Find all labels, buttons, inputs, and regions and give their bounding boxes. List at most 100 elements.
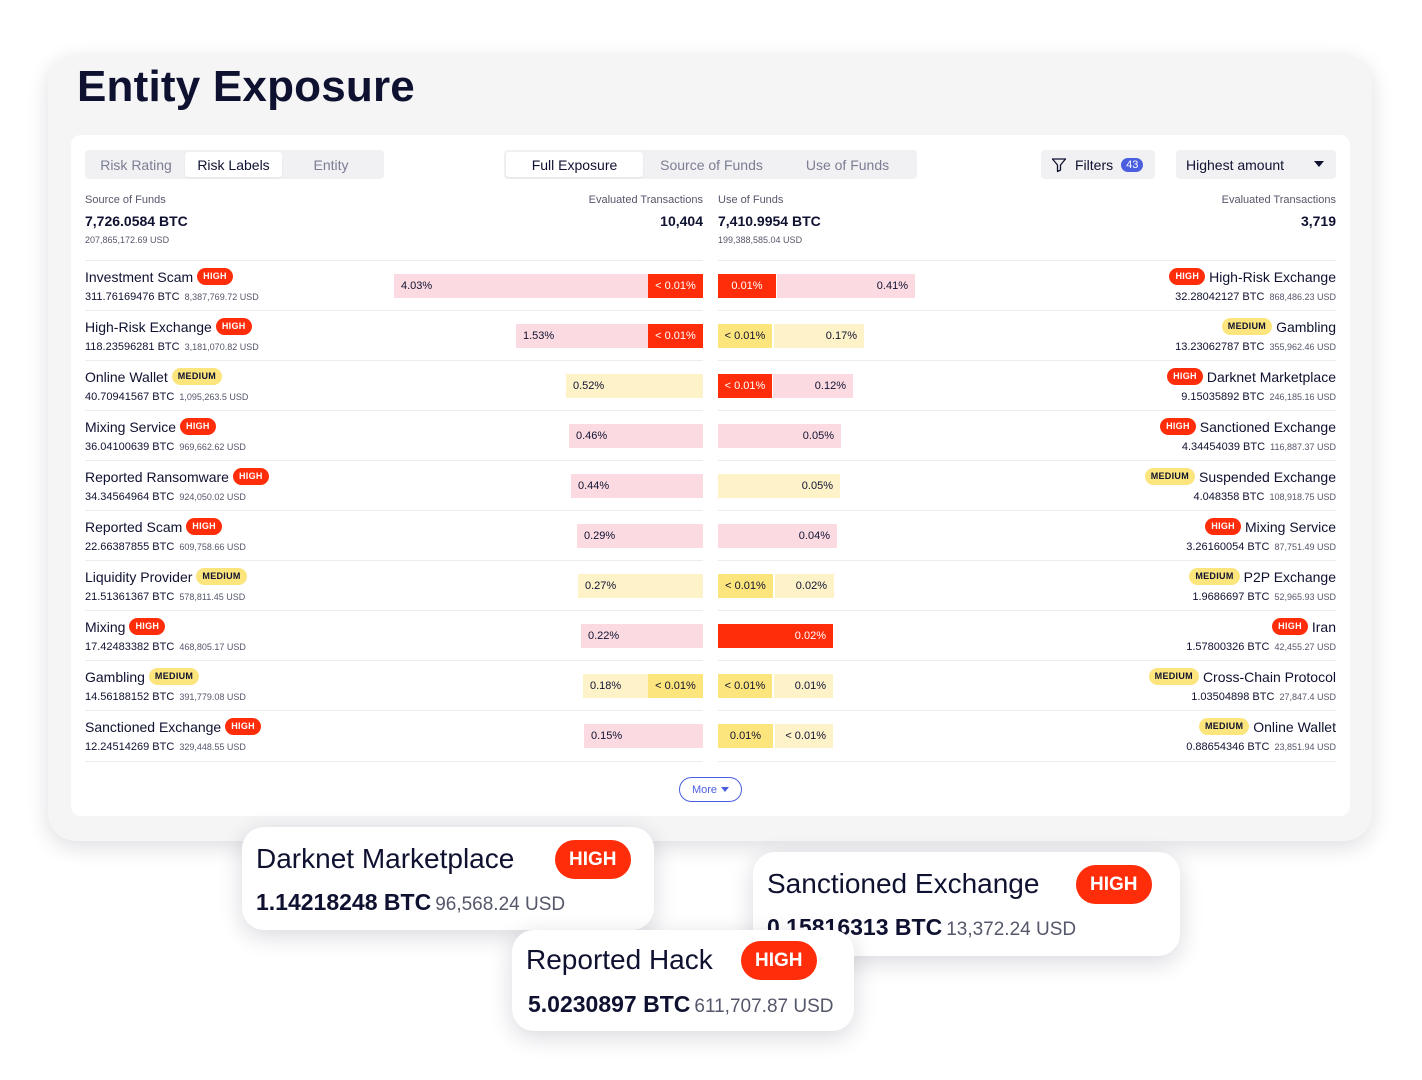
source-entity-label[interactable]: Reported Ransomware HIGH xyxy=(85,468,269,485)
use-entity-label[interactable]: HIGH High-Risk Exchange xyxy=(1169,268,1336,285)
usd-amount: 42,455.27 USD xyxy=(1274,642,1336,652)
row-divider xyxy=(85,510,703,511)
use-entity-amount: 13.23062787 BTC 355,962.46 USD xyxy=(1175,341,1336,353)
row-divider xyxy=(718,710,1336,711)
btc-amount: 14.56188152 BTC xyxy=(85,691,175,703)
risk-badge: MEDIUM xyxy=(1221,318,1273,335)
source-entity-amount: 36.04100639 BTC 969,662.62 USD xyxy=(85,441,246,453)
exposure-bar: 0.46% xyxy=(569,424,703,448)
exposure-direction-tabs: Full Exposure Source of Funds Use of Fun… xyxy=(504,150,917,179)
tab-risk-rating[interactable]: Risk Rating xyxy=(100,156,172,173)
tab-risk-labels[interactable]: Risk Labels xyxy=(185,152,282,177)
entity-name: Mixing Service xyxy=(1244,518,1336,535)
source-eval-count: 10,404 xyxy=(660,213,703,229)
popout-name: Darknet Marketplace xyxy=(256,843,515,874)
usd-amount: 108,918.75 USD xyxy=(1269,492,1336,502)
exposure-bar: 0.17% xyxy=(774,324,864,348)
use-entity-label[interactable]: MEDIUM Gambling xyxy=(1221,318,1336,335)
exposure-bar: 0.22% xyxy=(581,624,703,648)
source-entity-label[interactable]: Reported Scam HIGH xyxy=(85,518,222,535)
popout-usd: 13,372.24 USD xyxy=(946,919,1077,940)
row-divider xyxy=(85,560,703,561)
tab-entity[interactable]: Entity xyxy=(313,156,349,173)
tab-use-of-funds[interactable]: Use of Funds xyxy=(805,156,890,173)
exposure-bar: 0.52% xyxy=(566,374,703,398)
entity-name: Investment Scam xyxy=(85,268,194,285)
row-divider xyxy=(718,410,1336,411)
btc-amount: 40.70941567 BTC xyxy=(85,391,175,403)
btc-amount: 4.048358 BTC xyxy=(1193,491,1265,503)
more-button[interactable]: More xyxy=(679,777,742,802)
risk-badge: HIGH xyxy=(129,618,166,635)
popout-btc: 1.14218248 BTC xyxy=(256,889,432,915)
popout-usd: 96,568.24 USD xyxy=(435,894,566,915)
source-entity-amount: 17.42483382 BTC 468,805.17 USD xyxy=(85,641,246,653)
risk-badge: HIGH xyxy=(1272,618,1308,635)
sort-select[interactable]: Highest amount xyxy=(1176,150,1336,179)
btc-amount: 17.42483382 BTC xyxy=(85,641,175,653)
row-divider xyxy=(85,610,703,611)
tab-source-of-funds[interactable]: Source of Funds xyxy=(660,156,763,173)
source-entity-label[interactable]: Mixing HIGH xyxy=(85,618,166,635)
source-entity-label[interactable]: Liquidity Provider MEDIUM xyxy=(85,568,247,585)
btc-amount: 9.15035892 BTC xyxy=(1181,391,1265,403)
source-entity-amount: 12.24514269 BTC 329,448.55 USD xyxy=(85,741,246,753)
popout-card[interactable]: Reported Hack HIGH 5.0230897 BTC 611,707.… xyxy=(512,930,854,1031)
use-entity-amount: 32.28042127 BTC 868,486.23 USD xyxy=(1175,291,1336,303)
use-entity-amount: 4.34454039 BTC 116,887.37 USD xyxy=(1182,441,1336,453)
source-entity-label[interactable]: Gambling MEDIUM xyxy=(85,668,200,685)
source-eval-label: Evaluated Transactions xyxy=(588,194,703,206)
exposure-bar: 0.02% xyxy=(775,574,834,598)
popout-card[interactable]: Darknet Marketplace HIGH 1.14218248 BTC 9… xyxy=(242,827,654,930)
risk-badge: MEDIUM xyxy=(171,368,223,385)
use-entity-label[interactable]: HIGH Iran xyxy=(1272,618,1336,635)
source-entity-label[interactable]: Investment Scam HIGH xyxy=(85,268,233,285)
filters-button[interactable]: Filters 43 xyxy=(1041,150,1155,179)
source-entity-amount: 311.76169476 BTC 8,387,769.72 USD xyxy=(85,291,259,303)
risk-badge: MEDIUM xyxy=(1198,718,1250,735)
btc-amount: 34.34564964 BTC xyxy=(85,491,175,503)
exposure-bar: 0.41% xyxy=(777,274,915,298)
exposure-bar: 0.01% xyxy=(718,274,776,298)
use-entity-amount: 4.048358 BTC 108,918.75 USD xyxy=(1193,491,1336,503)
risk-badge: HIGH xyxy=(1205,518,1241,535)
popout-name: Reported Hack xyxy=(526,944,713,975)
risk-badge: HIGH xyxy=(197,268,233,285)
use-entity-amount: 1.57800326 BTC 42,455.27 USD xyxy=(1186,641,1336,653)
entity-name: Gambling xyxy=(85,668,145,685)
use-entity-label[interactable]: MEDIUM Online Wallet xyxy=(1198,718,1336,735)
use-entity-label[interactable]: HIGH Sanctioned Exchange xyxy=(1160,418,1336,435)
row-divider xyxy=(718,560,1336,561)
filters-label: Filters xyxy=(1075,156,1114,173)
usd-amount: 868,486.23 USD xyxy=(1269,292,1336,302)
exposure-bar: 0.29% xyxy=(577,524,703,548)
risk-badge: HIGH xyxy=(232,468,269,485)
exposure-bar: 0.02% xyxy=(718,624,833,648)
use-entity-label[interactable]: MEDIUM Cross-Chain Protocol xyxy=(1148,668,1336,685)
use-entity-amount: 9.15035892 BTC 246,185.16 USD xyxy=(1181,391,1336,403)
entity-name: Sanctioned Exchange xyxy=(1199,418,1336,435)
more-label: More xyxy=(691,783,718,796)
source-entity-label[interactable]: Mixing Service HIGH xyxy=(85,418,216,435)
source-entity-label[interactable]: Sanctioned Exchange HIGH xyxy=(85,718,261,735)
use-entity-label[interactable]: HIGH Darknet Marketplace xyxy=(1167,368,1336,385)
use-entity-label[interactable]: MEDIUM P2P Exchange xyxy=(1189,568,1336,585)
row-divider xyxy=(718,610,1336,611)
tab-full-exposure[interactable]: Full Exposure xyxy=(506,152,643,177)
usd-amount: 87,751.49 USD xyxy=(1274,542,1336,552)
entity-name: Sanctioned Exchange xyxy=(85,718,222,735)
row-divider xyxy=(85,360,703,361)
exposure-panel xyxy=(71,135,1350,816)
exposure-bar: 0.44% xyxy=(571,474,703,498)
usd-amount: 578,811.45 USD xyxy=(179,592,246,602)
exposure-bar: 0.04% xyxy=(718,524,837,548)
entity-name: Mixing Service xyxy=(85,418,177,435)
use-entity-label[interactable]: HIGH Mixing Service xyxy=(1205,518,1336,535)
exposure-bar: < 0.01% xyxy=(718,574,773,598)
source-entity-label[interactable]: High-Risk Exchange HIGH xyxy=(85,318,252,335)
row-divider xyxy=(718,260,1336,261)
use-entity-label[interactable]: MEDIUM Suspended Exchange xyxy=(1144,468,1336,485)
page-title: Entity Exposure xyxy=(77,62,415,111)
source-entity-label[interactable]: Online Wallet MEDIUM xyxy=(85,368,223,385)
source-entity-amount: 34.34564964 BTC 924,050.02 USD xyxy=(85,491,246,503)
